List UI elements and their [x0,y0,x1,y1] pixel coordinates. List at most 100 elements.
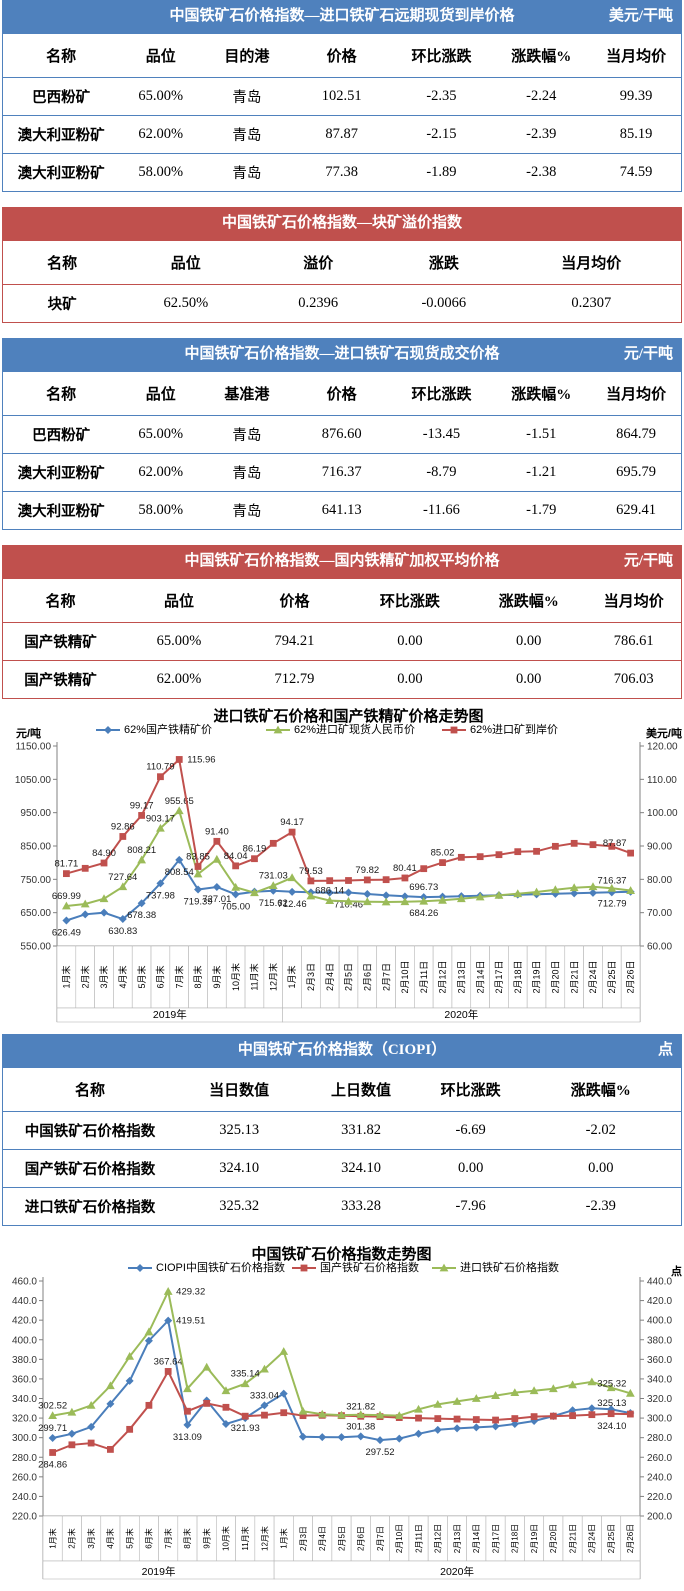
x-category-label: 8月末 [192,965,203,988]
value-cell: -2.24 [491,77,592,116]
right-tick-label: 260.0 [647,1453,672,1464]
data-label: 710.46 [334,900,363,911]
square-marker [626,1410,634,1418]
chart-title: 中国铁矿石价格指数走势图 [251,1245,431,1263]
triangle-marker [569,883,579,892]
diamond-marker [48,1433,57,1442]
value-cell: 87.87 [291,115,392,154]
data-table: 名称 品位 价格 环比涨跌 涨跌幅% 当月均价 国产铁精矿 65.00% 794.21 0.00 0… [2,578,682,699]
column-header: 名称 [2,240,122,285]
triangle-marker [144,1327,154,1336]
table-row: 巴西粉矿 65.00% 青岛 102.51 -2.35 -2.24 99.39 [2,77,682,116]
data-label: 321.93 [231,1423,260,1434]
triangle-marker [156,823,165,832]
x-category-label: 8月末 [182,1528,192,1548]
x-category-label: 2月末 [67,1528,77,1548]
triangle-marker [548,1384,558,1393]
square-marker [457,853,465,861]
triangle-marker [414,1404,423,1413]
right-axis-unit: 美元/吨 [646,726,682,740]
square-marker [269,839,277,847]
triangle-marker [67,1407,77,1416]
triangle-marker [607,883,617,892]
data-label: 79.82 [355,865,379,876]
square-marker [434,1415,442,1422]
column-header: 基准港 [202,371,292,416]
diamond-marker [156,879,165,888]
x-category-label: 2月10日 [395,1524,404,1553]
column-header: 涨跌幅% [520,1067,682,1112]
diamond-marker [279,1389,288,1398]
value-cell: 786.61 [586,622,682,661]
value-cell: 0.2396 [250,284,387,323]
value-cell: 62.00% [119,453,203,492]
table-unit-label: 美元/干吨 [608,8,673,24]
table-row: 澳大利亚粉矿 62.00% 青岛 716.37 -8.79 -1.21 695.79 [2,453,682,492]
diamond-marker [325,888,334,897]
column-header: 溢价 [250,240,387,285]
diamond-marker [100,908,109,917]
diamond-marker [221,1419,230,1428]
x-category-label: 3月末 [86,1528,96,1548]
data-label: 678.38 [127,910,156,921]
data-label: 727.01 [202,894,231,905]
x-category-label: 11月末 [249,963,260,990]
row-name-cell: 澳大利亚粉矿 [2,153,120,192]
triangle-marker [325,896,335,905]
table-ciopi-index: 中国铁矿石价格指数（CIOPI）点名称 当日数值 上日数值 环比涨跌 涨跌幅% 中国铁矿石… [0,1034,684,1226]
diamond-marker [231,890,240,899]
right-tick-label: 400.0 [647,1316,672,1327]
diamond-marker [260,1401,269,1410]
x-category-label: 2月12日 [438,960,448,993]
square-marker [472,1416,480,1423]
diamond-marker [81,910,90,919]
triangle-marker [183,1384,192,1393]
column-header: 品位 [119,371,203,416]
triangle-marker [118,882,128,891]
data-label: 92.86 [111,821,135,832]
x-category-label: 2月21日 [569,960,579,993]
triangle-marker [532,887,541,896]
square-marker [145,1401,153,1409]
diamond-marker [288,887,297,896]
x-category-label: 4月末 [105,1528,115,1548]
triangle-marker [298,1406,308,1415]
column-header: 名称 [2,578,118,623]
triangle-marker [419,896,429,905]
value-cell: 331.82 [301,1111,421,1150]
triangle-marker [381,897,391,906]
row-name-cell: 中国铁矿石价格指数 [2,1111,177,1150]
table-header-row: 名称 品位 价格 环比涨跌 涨跌幅% 当月均价 [2,578,682,623]
x-category-label: 2月26日 [626,1524,635,1553]
triangle-marker [221,1386,231,1395]
triangle-marker [212,854,222,863]
column-header: 名称 [2,371,120,416]
value-cell: 324.10 [177,1149,302,1188]
series-diamond: 299.71 419.51 313.09 333.04 301.38 297.52 325.… [38,1316,635,1458]
data-label: 321.82 [346,1401,375,1412]
left-tick-label: 240.0 [12,1492,37,1503]
x-category-label: 2月7日 [376,1526,385,1551]
triangle-marker [240,1379,250,1388]
data-label: 731.03 [259,871,288,882]
left-tick-label: 320.0 [12,1414,37,1425]
x-category-label: 2月17日 [494,960,504,993]
x-category-label: 2月5日 [344,963,354,991]
square-marker [588,1411,596,1419]
right-tick-label: 120.00 [647,742,678,753]
triangle-marker [80,899,90,908]
chart-title: 进口铁矿石价格和国产铁精矿价格走势图 [213,707,483,725]
table-row: 巴西粉矿 65.00% 青岛 876.60 -13.45 -1.51 864.79 [2,415,682,454]
column-header: 涨跌幅% [470,578,587,623]
data-label: 808.54 [165,867,194,878]
diamond-marker [344,888,353,897]
square-marker [81,864,89,872]
x-category-label: 2月末 [79,965,90,988]
x-category-label: 2月26日 [626,960,636,993]
table-title-bar: 中国铁矿石价格指数—块矿溢价指数 [2,207,682,240]
triangle-marker [513,889,523,898]
value-cell: 青岛 [202,115,292,154]
value-cell: -2.15 [391,115,492,154]
left-tick-label: 340.0 [12,1394,37,1405]
